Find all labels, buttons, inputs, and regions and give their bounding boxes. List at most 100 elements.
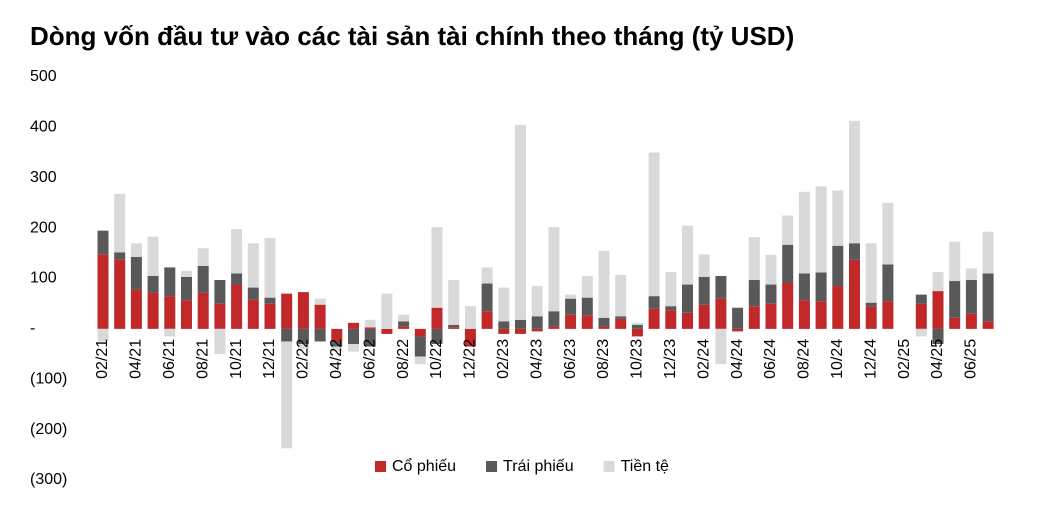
bar-segment (682, 312, 693, 329)
bar-segment (231, 273, 243, 285)
x-tick-label: 06/23 (562, 339, 579, 379)
bar-segment (97, 230, 109, 255)
bar-segment (581, 297, 593, 316)
y-tick-label: 200 (30, 219, 57, 236)
bar-segment (114, 252, 126, 260)
x-tick-label: 04/23 (528, 339, 545, 379)
bar-segment (798, 191, 810, 274)
bar-segment (849, 243, 860, 260)
bar-segment (448, 324, 460, 328)
bar-segment (732, 328, 744, 332)
legend-label: Tiền tệ (621, 458, 669, 475)
bar-segment (531, 286, 543, 317)
bar-segment (615, 274, 627, 317)
bar-segment (364, 328, 376, 347)
bar-segment (849, 259, 860, 329)
bar-segment (264, 303, 276, 329)
x-tick-label: 06/21 (161, 339, 178, 379)
x-tick-label: 10/22 (428, 339, 445, 379)
bar-segment (665, 310, 677, 329)
bar-segment (348, 343, 359, 352)
bar-segment (732, 307, 744, 329)
bar-segment (281, 328, 293, 342)
bar-segment (631, 324, 643, 329)
bar-segment (949, 317, 961, 329)
bar-segment (581, 275, 593, 298)
bar-segment (247, 287, 259, 300)
bar-segment (815, 272, 827, 302)
bar-segment (314, 328, 326, 342)
bar-segment (782, 215, 794, 245)
bar-segment (498, 287, 510, 322)
bar-segment (698, 304, 710, 329)
bar-segment (782, 282, 794, 329)
bar-segment (548, 227, 560, 312)
bar-segment (882, 301, 894, 329)
bar-segment (348, 322, 359, 329)
bar-segment (965, 313, 977, 329)
bar-segment (648, 296, 660, 309)
legend-swatch (375, 461, 386, 472)
x-tick-label: 08/21 (194, 339, 211, 379)
bar-segment (97, 328, 109, 342)
bar-segment (164, 267, 176, 297)
x-tick-label: 04/24 (729, 339, 746, 379)
bar-segment (281, 341, 293, 449)
y-tick-label: - (30, 320, 35, 337)
bar-segment (147, 292, 159, 329)
x-tick-label: 06/25 (963, 339, 980, 379)
bar-segment (414, 328, 426, 337)
bar-segment (498, 321, 510, 329)
bar-segment (965, 280, 977, 314)
bar-segment (531, 316, 543, 329)
bar-segment (682, 225, 693, 285)
bar-segment (715, 328, 727, 365)
bar-segment (932, 328, 944, 344)
bar-segment (448, 280, 460, 325)
bar-segment (682, 284, 693, 313)
bar-segment (581, 315, 593, 329)
bar-segment (698, 276, 710, 305)
bar-segment (548, 311, 560, 327)
bar-segment (348, 328, 359, 344)
x-tick-label: 08/24 (796, 339, 813, 379)
bar-segment (314, 298, 326, 305)
x-tick-label: 04/25 (929, 339, 946, 379)
x-tick-label: 06/24 (762, 339, 779, 379)
x-tick-label: 02/25 (896, 339, 913, 379)
bar-segment (932, 291, 944, 329)
bar-segment (949, 241, 961, 282)
bar-segment (949, 281, 961, 318)
y-tick-label: (100) (30, 370, 67, 387)
bar-segment (130, 243, 142, 257)
bar-segment (214, 280, 226, 304)
bar-segment (381, 293, 393, 329)
bar-segment (147, 275, 159, 293)
bar-segment (615, 316, 627, 319)
x-tick-label: 02/22 (295, 339, 312, 379)
legend-label: Cổ phiếu (392, 457, 456, 475)
bar-segment (982, 273, 994, 322)
bar-segment (548, 326, 560, 329)
x-tick-label: 12/22 (462, 339, 479, 379)
bar-segment (748, 237, 760, 281)
bar-segment (431, 227, 443, 308)
bar-segment (648, 308, 660, 329)
bar-segment (114, 259, 126, 329)
bar-segment (531, 328, 543, 332)
x-tick-label: 12/24 (862, 339, 879, 379)
legend-label: Trái phiếu (503, 458, 574, 475)
x-tick-label: 12/23 (662, 339, 679, 379)
bar-segment (264, 297, 276, 304)
bar-segment (297, 292, 309, 329)
bar-segment (631, 322, 643, 325)
bar-segment (882, 202, 894, 265)
bar-segment (130, 289, 142, 329)
x-tick-label: 02/24 (695, 339, 712, 379)
bar-segment (665, 271, 677, 307)
bar-segment (464, 306, 476, 329)
bar-segment (364, 327, 376, 329)
bar-segment (598, 250, 610, 318)
bar-segment (849, 120, 860, 244)
